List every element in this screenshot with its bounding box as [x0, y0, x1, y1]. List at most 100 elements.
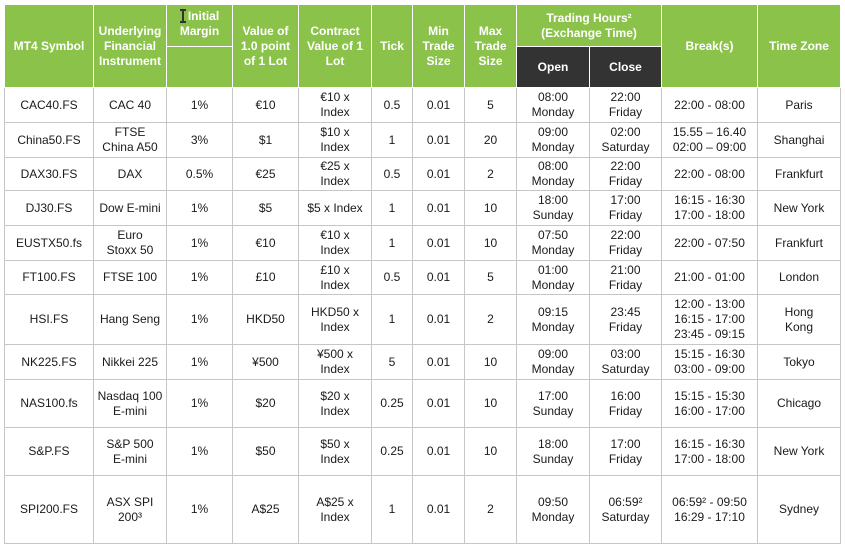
cell-tick: 1: [371, 190, 413, 226]
cell-instrument-line: DAX: [117, 166, 143, 181]
cell-instrument: FTSE 100: [93, 260, 167, 295]
cell-timezone-line: New York: [773, 444, 825, 458]
cell-breaks-line: 16:15 - 16:30: [674, 436, 745, 451]
header-timezone: Time Zone: [757, 4, 842, 88]
table-row: NAS100.fs Nasdaq 100 E-mini 1% $20 $20 x Index…: [4, 379, 842, 428]
cell-instrument: DAX: [93, 157, 167, 191]
cell-close-line: Friday: [608, 277, 643, 292]
cell-value-point: €10: [232, 225, 299, 261]
table-row: China50.FS FTSE China A50 3% $1 $10 x Index 1 0.…: [4, 122, 842, 158]
header-min-size: Min Trade Size: [412, 4, 465, 88]
cell-open-line: Monday: [531, 277, 575, 292]
table-row: SPI200.FS ASX SPI 200³ 1% A$25 A$25 x Index 1 0…: [4, 475, 842, 544]
cell-open-line: Sunday: [532, 403, 574, 418]
cell-breaks-line: 15.55 – 16.40: [672, 125, 747, 139]
cell-open-line: 01:00: [537, 262, 569, 277]
cell-symbol: DJ30.FS: [4, 190, 94, 226]
cell-min-size: 0.01: [412, 225, 465, 261]
cell-close: 22:00 Friday: [588, 225, 663, 261]
cell-close-line: Friday: [608, 243, 643, 257]
cell-instrument-line: FTSE 100: [102, 270, 158, 284]
cell-margin: 1%: [166, 475, 233, 544]
cell-close-line: Friday: [608, 105, 643, 119]
table-row: DAX30.FS DAX 0.5% €25 €25 x Index 0.5 0.01 2 08:0…: [4, 157, 842, 191]
cell-instrument: Euro Stoxx 50: [93, 225, 167, 261]
table-row: HSI.FS Hang Seng 1% HKD50 HKD50 x Index 1 0.01 2…: [4, 294, 842, 345]
cell-instrument-line: Dow E-mini: [99, 200, 161, 215]
cell-open: 17:00 Sunday: [516, 379, 590, 428]
cell-instrument: Dow E-mini: [93, 190, 167, 226]
cell-tick: 0.5: [371, 87, 413, 123]
cell-symbol: NK225.FS: [4, 344, 94, 380]
cell-margin: 1%: [166, 190, 233, 226]
cell-contract-value: ¥500 x Index: [298, 344, 372, 380]
cell-contract-value: HKD50 x Index: [298, 294, 372, 345]
cell-breaks-line: 16:29 - 17:10: [674, 509, 745, 524]
cell-breaks: 22:00 - 08:00: [661, 157, 759, 191]
cell-close-line: 06:59²: [608, 494, 643, 509]
cell-contract-value: $20 x Index: [298, 379, 372, 428]
cell-max-size: 10: [464, 379, 517, 428]
header-margin: Initial Margin: [166, 4, 233, 47]
cell-breaks-line: 17:00 - 18:00: [674, 451, 745, 466]
cell-min-size: 0.01: [412, 157, 465, 191]
cell-instrument-line: FTSE: [114, 125, 146, 139]
cell-tick: 1: [371, 475, 413, 544]
cell-timezone: Chicago: [757, 379, 842, 428]
cell-open: 09:00 Monday: [516, 122, 590, 158]
cell-breaks-line: 06:59² - 09:50: [672, 494, 747, 509]
cell-timezone-line: Shanghai: [773, 132, 825, 147]
cell-contract-value: $5 x Index: [298, 190, 372, 226]
cell-min-size: 0.01: [412, 427, 465, 476]
cell-instrument-line: Stoxx 50: [106, 243, 154, 257]
cell-margin: 3%: [166, 122, 233, 158]
cell-instrument-line: China A50: [102, 140, 158, 154]
cell-max-size: 10: [464, 344, 517, 380]
header-contract-value: Contract Value of 1 Lot: [298, 4, 372, 88]
cell-close-line: Friday: [608, 208, 643, 222]
cell-symbol: CAC40.FS: [4, 87, 94, 123]
header-close: Close: [588, 46, 663, 88]
cell-open-line: 08:00: [537, 159, 569, 173]
cell-close: 02:00 Saturday: [588, 122, 663, 158]
cell-close: 23:45 Friday: [588, 294, 663, 345]
cell-open-line: 09:00: [537, 347, 569, 361]
cell-open-line: Sunday: [532, 208, 574, 222]
cell-timezone-line: Frankfurt: [775, 235, 824, 250]
cell-breaks-line: 16:15 - 17:00: [674, 312, 745, 326]
header-breaks: Break(s): [661, 4, 759, 88]
cell-contract-value-line: Index: [320, 243, 350, 257]
cell-open-line: Monday: [531, 319, 575, 334]
cell-value-point: $50: [232, 427, 299, 476]
cell-contract-value: €10 x Index: [298, 225, 372, 261]
cell-contract-value-line: Index: [320, 277, 350, 292]
header-value-point: Value of 1.0 point of 1 Lot: [232, 4, 299, 88]
cell-max-size: 10: [464, 190, 517, 226]
cell-timezone: Shanghai: [757, 122, 842, 158]
cell-breaks-line: 23:45 - 09:15: [674, 327, 745, 341]
cell-max-size: 5: [464, 260, 517, 295]
cell-close-line: Friday: [608, 451, 643, 466]
cell-contract-value-line: Index: [320, 403, 350, 418]
text-cursor-icon: [179, 9, 186, 23]
cell-max-size: 2: [464, 475, 517, 544]
cell-symbol: NAS100.fs: [4, 379, 94, 428]
cell-breaks-line: 03:00 - 09:00: [674, 362, 745, 376]
cell-timezone: Hong Kong: [757, 294, 842, 345]
cell-tick: 5: [371, 344, 413, 380]
cell-close-line: Saturday: [601, 509, 650, 524]
cell-margin: 1%: [166, 344, 233, 380]
cell-close: 16:00 Friday: [588, 379, 663, 428]
cell-breaks-line: 15:15 - 15:30: [674, 388, 745, 403]
table-row: CAC40.FS CAC 40 1% €10 €10 x Index 0.5 0.01 5 08:…: [4, 87, 842, 123]
cell-timezone: London: [757, 260, 842, 295]
cell-instrument: S&P 500 E-mini: [93, 427, 167, 476]
cell-min-size: 0.01: [412, 122, 465, 158]
cell-contract-value: £10 x Index: [298, 260, 372, 295]
cell-timezone-line: Chicago: [777, 396, 822, 410]
cell-open-line: 18:00: [537, 436, 569, 451]
cell-open-line: Monday: [531, 105, 575, 119]
cell-close-line: 02:00: [610, 125, 641, 139]
cell-min-size: 0.01: [412, 344, 465, 380]
cell-contract-value: A$25 x Index: [298, 475, 372, 544]
